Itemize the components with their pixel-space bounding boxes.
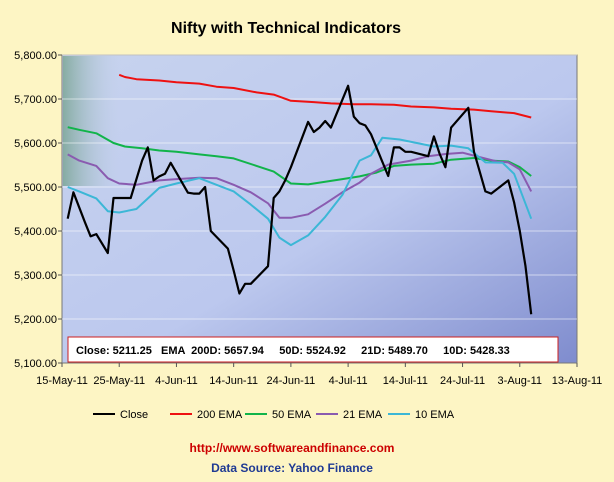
y-tick-label: 5,500.00 [14,182,57,194]
x-tick-label: 24-Jun-11 [267,375,316,387]
series-line-10-ema [67,136,533,247]
y-axis: 5,100.00 5,200.00 5,300.00 5,400.00 5,500.00… [14,50,62,370]
legend-label-50-ema: 50 EMA [272,409,312,421]
summary-text: Close: 5211.25 EMA 200D: 5657.94 50D: 55… [76,345,510,357]
x-tick-label: 14-Jun-11 [209,375,258,387]
footer-url[interactable]: http://www.softwareandfinance.com [190,441,395,455]
y-tick-label: 5,300.00 [14,270,57,282]
legend-label-21-ema: 21 EMA [343,409,383,421]
series-line-50-ema [67,126,532,186]
plot-area [61,54,578,364]
x-tick-label: 25-May-11 [93,375,145,387]
x-tick-label: 14-Jul-11 [383,375,428,387]
plot-corner-shade [63,56,123,186]
footer-source: Data Source: Yahoo Finance [211,461,373,475]
x-tick-label: 4-Jul-11 [329,375,368,387]
x-tick-label: 24-Jul-11 [440,375,485,387]
x-tick-label: 3-Aug-11 [498,375,542,387]
x-tick-label: 4-Jun-11 [155,375,198,387]
grid-lines [62,54,577,320]
series-lines [66,73,533,315]
y-tick-label: 5,800.00 [14,50,57,62]
series-line-21-ema [67,151,533,219]
y-tick-label: 5,100.00 [14,358,57,370]
x-axis: 15-May-11 25-May-11 4-Jun-11 14-Jun-11 24-Ju… [36,363,602,387]
y-tick-label: 5,200.00 [14,314,57,326]
chart-title: Nifty with Technical Indicators [171,20,401,37]
series-line-200-ema [118,73,532,119]
x-tick-label: 13-Aug-11 [552,375,603,387]
x-tick-label: 15-May-11 [36,375,88,387]
y-tick-label: 5,600.00 [14,138,57,150]
legend: Close 200 EMA 50 EMA 21 EMA 10 EMA [93,409,455,421]
legend-label-10-ema: 10 EMA [415,409,455,421]
y-tick-label: 5,700.00 [14,94,57,106]
legend-label-200-ema: 200 EMA [197,409,243,421]
summary-box [67,336,559,363]
series-line-close [66,84,533,315]
y-tick-label: 5,400.00 [14,226,57,238]
legend-label-close: Close [120,409,148,421]
